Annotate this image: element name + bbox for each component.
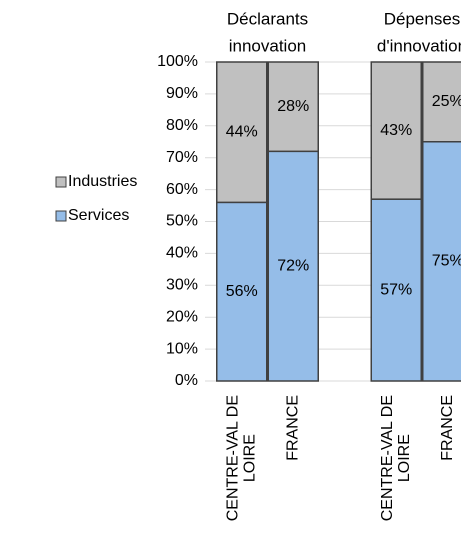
y-tick-label: 10% (166, 340, 198, 357)
value-label: 25% (432, 93, 461, 110)
legend-swatch (55, 176, 67, 188)
x-tick-label: CENTRE-VAL DELOIRE (224, 395, 258, 521)
x-tick-label: FRANCE (284, 395, 301, 461)
y-tick-label: 30% (166, 277, 198, 294)
x-tick-label: FRANCE (439, 395, 456, 461)
bar-segment (422, 61, 461, 143)
y-tick-label: 50% (166, 213, 198, 230)
bar-segment (422, 141, 461, 382)
text-line: LOIRE (396, 434, 413, 482)
text-line: Déclarants (227, 10, 308, 29)
text-line: innovation (229, 37, 307, 56)
y-tick-label: 100% (157, 53, 198, 70)
value-label: 56% (226, 283, 258, 300)
y-tick-label: 40% (166, 245, 198, 262)
x-tick-label: CENTRE-VAL DELOIRE (379, 395, 413, 521)
y-tick-label: 0% (175, 372, 198, 389)
y-tick-label: 60% (166, 181, 198, 198)
value-label: 43% (380, 122, 412, 139)
bar-segment (370, 198, 422, 382)
value-label: 44% (226, 123, 258, 140)
bar-segment (370, 61, 422, 200)
bar-segment (267, 61, 319, 153)
bar-segment (216, 201, 268, 382)
group-header: Déclarants innovation (227, 10, 308, 56)
y-tick-label: 80% (166, 117, 198, 134)
value-label: 72% (277, 257, 309, 274)
text-line: LOIRE (241, 434, 258, 482)
value-label: 75% (432, 253, 461, 270)
bar-segment (267, 150, 319, 382)
legend-swatch (55, 210, 67, 222)
text-line: CENTRE-VAL DE (224, 395, 241, 521)
group-header: Dépenses d'innovation (377, 10, 461, 56)
legend-label: Services (68, 207, 129, 224)
legend-label: Industries (68, 173, 137, 190)
bar-segment (216, 61, 268, 204)
text-line: d'innovation (377, 37, 461, 56)
y-tick-label: 70% (166, 149, 198, 166)
text-line: Dépenses (384, 10, 461, 29)
value-label: 57% (380, 281, 412, 298)
value-label: 28% (277, 98, 309, 115)
y-tick-label: 90% (166, 85, 198, 102)
text-line: CENTRE-VAL DE (379, 395, 396, 521)
y-tick-label: 20% (166, 308, 198, 325)
